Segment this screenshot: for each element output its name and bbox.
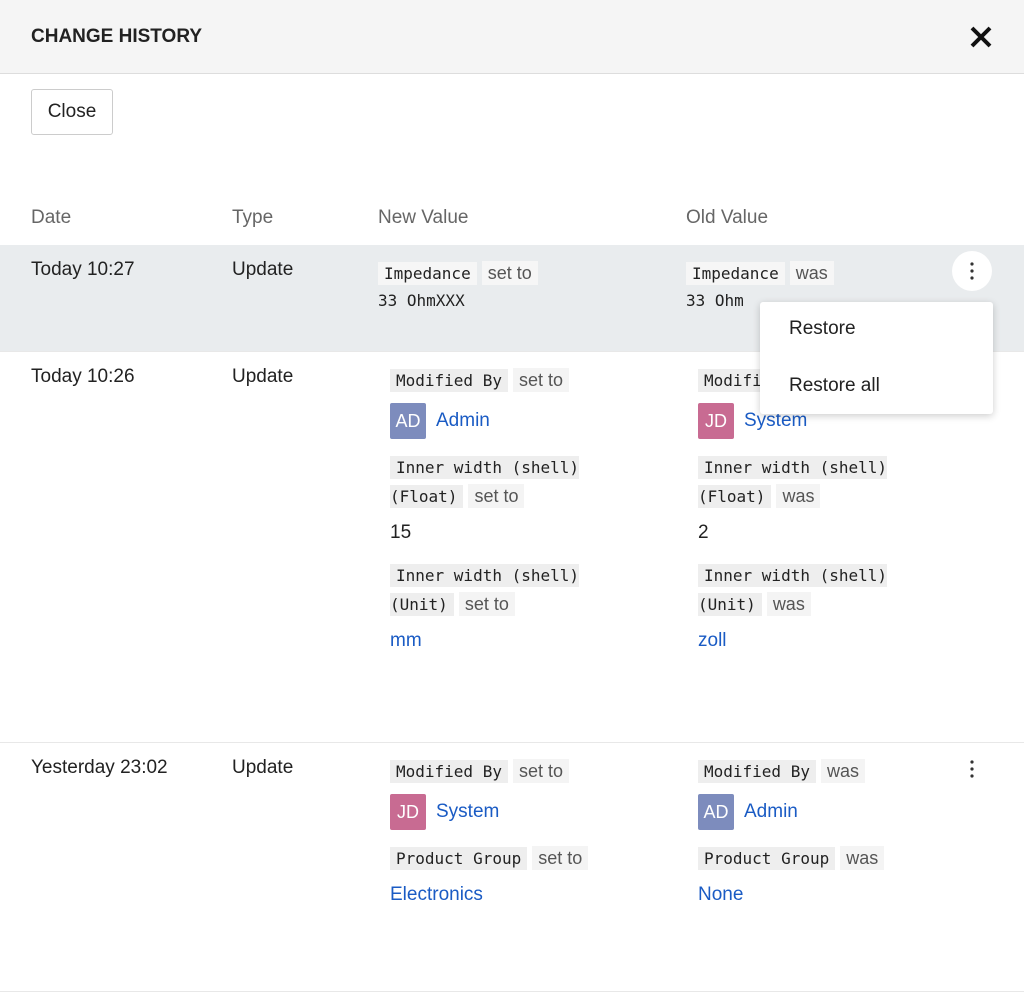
- history-row: Today 10:27 Update Impedance set to 33 OhmX…: [0, 245, 1024, 351]
- field-line: Modified By set to: [390, 366, 640, 395]
- field-name: Product Group: [698, 847, 836, 870]
- old-value-cell: Modified By was AD Admin Product Group was N…: [698, 757, 948, 923]
- old-value-cell: Impedance was 33 Ohm: [686, 259, 936, 328]
- field-line: Inner width (shell) (Float) was: [698, 453, 948, 511]
- text-value: 15: [390, 522, 412, 543]
- field-line: Modified By set to: [390, 757, 640, 786]
- code-value: 33 OhmXXX: [378, 291, 465, 310]
- change-verb: was: [789, 261, 834, 285]
- user-name[interactable]: System: [436, 801, 500, 823]
- link-value[interactable]: None: [698, 884, 744, 905]
- close-icon[interactable]: [969, 25, 993, 49]
- type-cell: Update: [232, 757, 294, 778]
- field-line: Product Group was: [698, 844, 948, 873]
- field-line: Inner width (shell) (Unit) was: [698, 561, 948, 619]
- change-verb: was: [840, 846, 885, 870]
- field-line: Impedance set to: [378, 259, 628, 288]
- change-entry: Inner width (shell) (Unit) was zoll: [698, 561, 948, 655]
- change-entry: Inner width (shell) (Unit) set to mm: [390, 561, 640, 655]
- row-menu-button[interactable]: [952, 251, 992, 291]
- change-entry: Inner width (shell) (Float) was 2: [698, 453, 948, 547]
- field-name: Impedance: [686, 262, 785, 285]
- link-value[interactable]: mm: [390, 630, 422, 651]
- context-menu: Restore Restore all: [760, 302, 993, 414]
- date-cell: Today 10:27: [31, 259, 135, 280]
- history-row: Yesterday 23:02 Update Modified By set to J…: [0, 742, 1024, 992]
- user-name[interactable]: Admin: [744, 801, 798, 823]
- avatar: AD: [390, 403, 426, 439]
- user-name[interactable]: System: [744, 410, 808, 432]
- change-entry: Product Group set to Electronics: [390, 844, 640, 909]
- field-name: Modified By: [390, 760, 508, 783]
- column-header: New Value: [378, 207, 469, 228]
- code-value: 33 Ohm: [686, 291, 744, 310]
- change-entry: Modified By set to JD System: [390, 757, 640, 830]
- menu-item[interactable]: Restore: [789, 318, 856, 339]
- user-value: JD System: [390, 794, 640, 830]
- change-verb: was: [776, 484, 821, 508]
- user-value: AD Admin: [698, 794, 948, 830]
- field-line: Product Group set to: [390, 844, 640, 873]
- dialog-title: CHANGE HISTORY: [31, 26, 203, 47]
- row-menu-button[interactable]: [952, 749, 992, 789]
- change-verb: set to: [481, 261, 538, 285]
- field-line: Modified By was: [698, 757, 948, 786]
- history-row: Today 10:26 Update Modified By set to AD Adm…: [0, 351, 1024, 743]
- new-value-cell: Modified By set to JD System Product Group …: [390, 757, 640, 923]
- change-verb: set to: [512, 368, 570, 392]
- change-verb: set to: [458, 592, 515, 616]
- column-header: Date: [31, 207, 72, 228]
- change-entry: Impedance was 33 Ohm: [686, 259, 936, 314]
- date-cell: Yesterday 23:02: [31, 757, 168, 778]
- column-header: Type: [232, 207, 274, 228]
- user-name[interactable]: Admin: [436, 410, 490, 432]
- change-verb: set to: [532, 846, 589, 870]
- avatar: JD: [698, 403, 734, 439]
- field-line: Inner width (shell) (Float) set to: [390, 453, 640, 511]
- avatar: AD: [698, 794, 734, 830]
- change-verb: was: [820, 759, 865, 783]
- change-entry: Modified By set to AD Admin: [390, 366, 640, 439]
- change-entry: Modified By was AD Admin: [698, 757, 948, 830]
- new-value-cell: Modified By set to AD Admin Inner width (sh…: [390, 366, 640, 669]
- user-value: JD System: [698, 403, 948, 439]
- change-entry: Product Group was None: [698, 844, 948, 909]
- field-name: Modified By: [390, 369, 508, 392]
- field-name: Product Group: [390, 847, 528, 870]
- type-cell: Update: [232, 366, 294, 387]
- field-name: Modified By: [698, 760, 816, 783]
- link-value[interactable]: zoll: [698, 630, 727, 651]
- type-cell: Update: [232, 259, 294, 280]
- text-value: 2: [698, 522, 709, 543]
- change-entry: Inner width (shell) (Float) set to 15: [390, 453, 640, 547]
- change-verb: set to: [512, 759, 570, 783]
- avatar: JD: [390, 794, 426, 830]
- close-button[interactable]: Close: [31, 89, 113, 135]
- field-line: Impedance was: [686, 259, 936, 288]
- change-entry: Impedance set to 33 OhmXXX: [378, 259, 628, 314]
- dialog-header: CHANGE HISTORY: [0, 0, 1024, 74]
- new-value-cell: Impedance set to 33 OhmXXX: [378, 259, 628, 328]
- change-verb: was: [766, 592, 811, 616]
- date-cell: Today 10:26: [31, 366, 135, 387]
- user-value: AD Admin: [390, 403, 640, 439]
- change-verb: set to: [468, 484, 525, 508]
- link-value[interactable]: Electronics: [390, 884, 483, 905]
- column-header: Old Value: [686, 207, 769, 228]
- menu-item[interactable]: Restore all: [789, 375, 880, 396]
- field-name: Impedance: [378, 262, 477, 285]
- field-line: Inner width (shell) (Unit) set to: [390, 561, 640, 619]
